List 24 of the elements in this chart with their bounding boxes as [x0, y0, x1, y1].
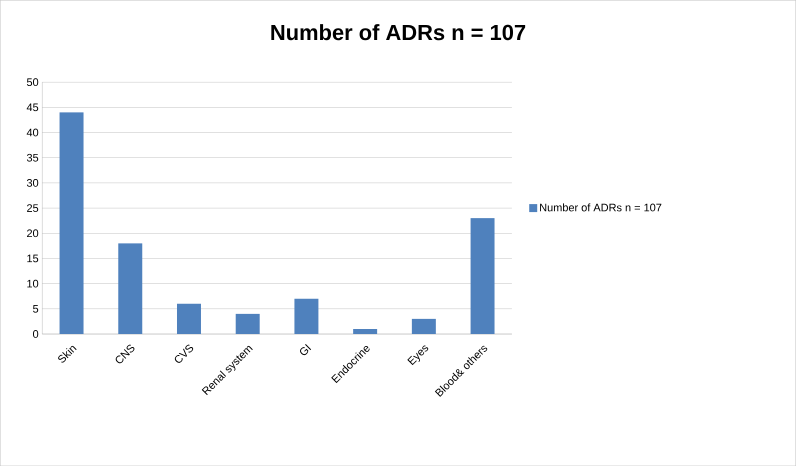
y-tick-label: 40 — [26, 128, 38, 136]
y-tick-label: 30 — [26, 178, 38, 187]
y-tick-label: 35 — [26, 154, 38, 162]
legend-label: Number of ADRs n = 107 — [540, 203, 662, 212]
y-tick-label: 45 — [26, 103, 38, 112]
y-tick-label: 20 — [27, 229, 38, 238]
y-tick-label: 0 — [32, 330, 38, 338]
bar — [236, 314, 260, 334]
x-tick-label: CVS — [174, 344, 194, 363]
y-tick-label: 5 — [33, 304, 38, 313]
bar — [176, 304, 201, 334]
chart-title: Number of ADRs n = 107 — [271, 24, 526, 40]
x-tick-label: Skin — [58, 346, 77, 363]
bar — [470, 218, 495, 334]
x-tick-label: GI — [300, 344, 312, 356]
y-tick-label: 15 — [27, 254, 38, 262]
y-tick-label: 50 — [26, 78, 38, 86]
bar — [294, 298, 318, 334]
bar — [118, 243, 142, 334]
bar — [412, 318, 436, 334]
y-tick-label: 25 — [27, 204, 38, 212]
bar — [353, 328, 378, 334]
bar — [60, 112, 84, 334]
y-tick-label: 10 — [27, 280, 38, 288]
